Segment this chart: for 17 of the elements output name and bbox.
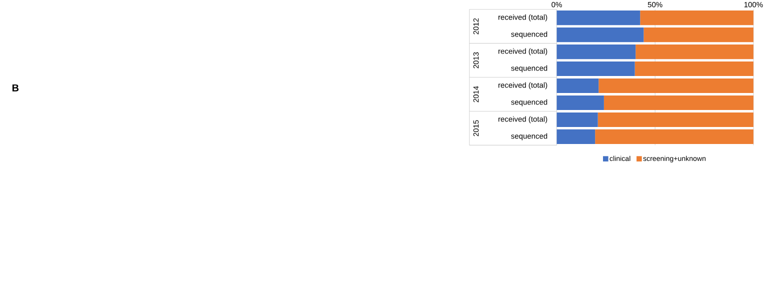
bar (640, 10, 754, 26)
bar (556, 10, 640, 26)
bar (556, 96, 604, 110)
bar (634, 62, 754, 76)
bar (556, 112, 598, 128)
bar (644, 28, 754, 42)
bar (556, 62, 635, 76)
text: B (12, 84, 19, 92)
bar (556, 28, 644, 42)
bar (598, 78, 754, 94)
bar (556, 78, 599, 94)
bar (595, 130, 754, 144)
bar (598, 112, 754, 128)
bar (604, 96, 754, 110)
bar (556, 44, 636, 60)
bar (556, 130, 596, 144)
bar (636, 44, 754, 60)
